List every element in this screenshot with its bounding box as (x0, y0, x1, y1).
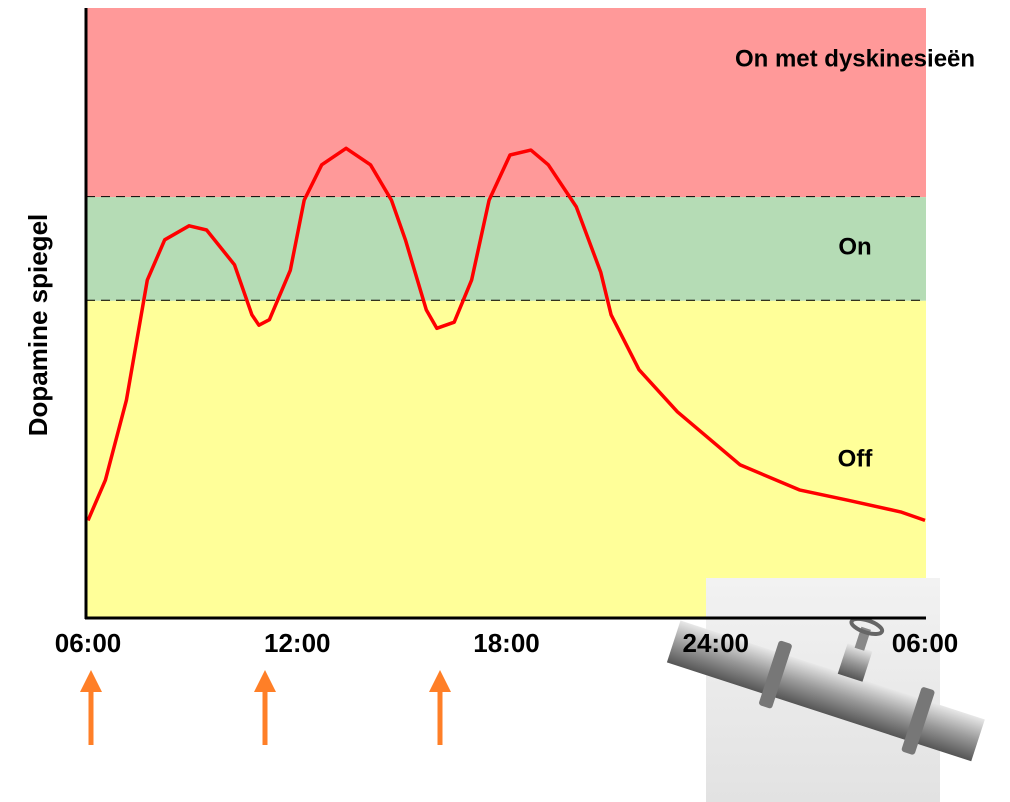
zone (86, 197, 926, 301)
x-tick-label: 24:00 (683, 628, 750, 658)
x-tick-label: 18:00 (473, 628, 540, 658)
dose-arrows (80, 670, 451, 745)
zone-label: Off (838, 445, 874, 472)
x-tick-label: 06:00 (55, 628, 122, 658)
zone (86, 301, 926, 618)
zone-label: On (838, 233, 871, 260)
zone-label: On met dyskinesieën (735, 45, 975, 72)
chart: On met dyskinesieën On Off Dopamine spiege… (0, 0, 1010, 802)
zone (86, 8, 926, 197)
x-tick-label: 06:00 (892, 628, 959, 658)
zones: On met dyskinesieën On Off (86, 8, 975, 618)
pipe-image (663, 565, 1003, 802)
x-tick-label: 12:00 (264, 628, 331, 658)
y-axis-label: Dopamine spiegel (23, 214, 53, 437)
